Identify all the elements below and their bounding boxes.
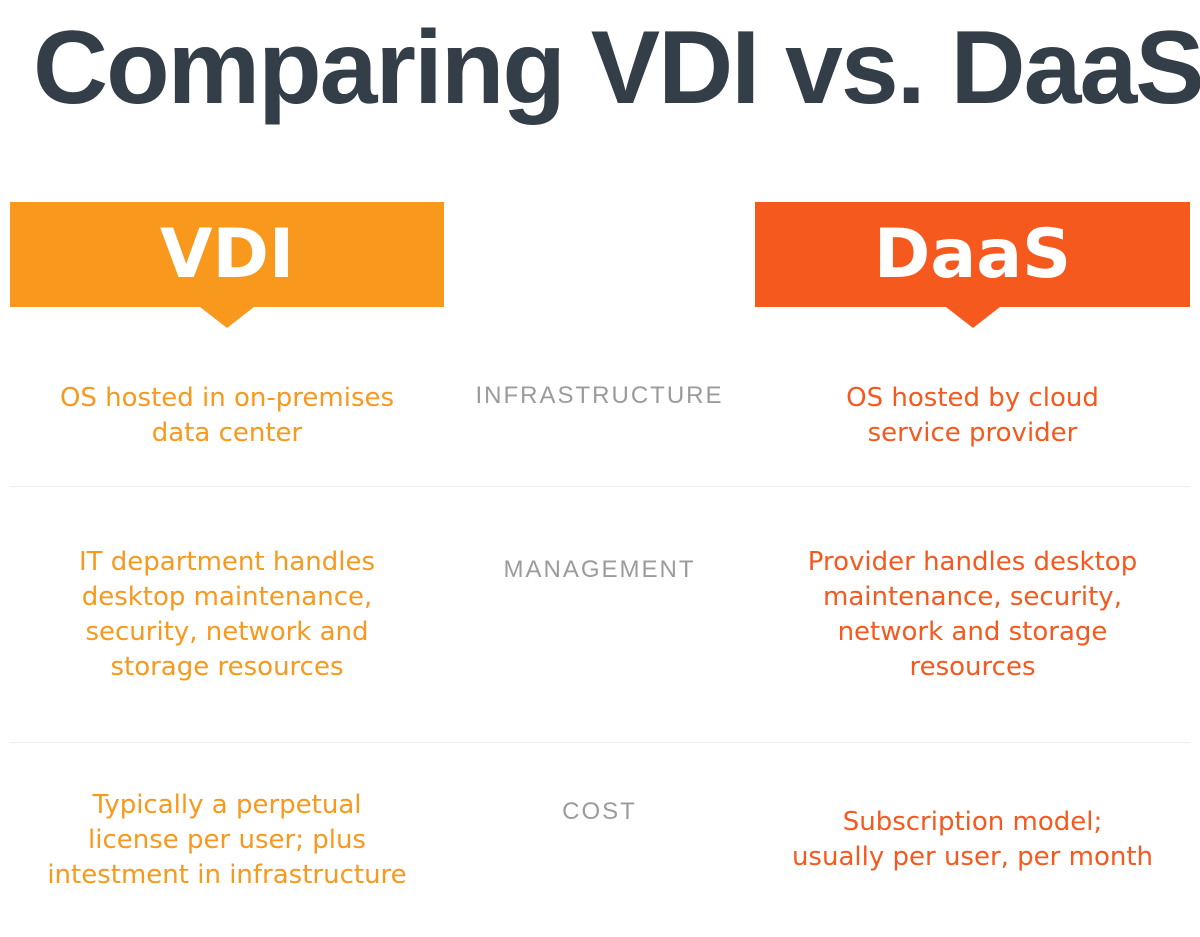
daas-management-text: Provider handles desktop maintenance, se…: [807, 546, 1138, 682]
row-infrastructure: OS hosted in on-premises data center INF…: [10, 345, 1190, 486]
daas-header-banner: DaaS: [755, 202, 1190, 307]
row-label-cost: COST: [562, 798, 637, 825]
daas-header-label: DaaS: [873, 215, 1072, 294]
daas-infrastructure-text: OS hosted by cloud service provider: [846, 382, 1099, 448]
vdi-header-label: VDI: [159, 215, 295, 294]
daas-cost-text: Subscription model; usually per user, pe…: [791, 807, 1154, 872]
row-label-infrastructure: INFRASTRUCTURE: [475, 382, 724, 409]
row-management: IT department handles desktop maintenanc…: [10, 486, 1190, 742]
vdi-infrastructure-text: OS hosted in on-premises data center: [59, 382, 395, 448]
management-label-cell: MANAGEMENT: [444, 487, 755, 742]
comparison-table: OS hosted in on-premises data center INF…: [10, 345, 1190, 937]
vdi-management-text: IT department handles desktop maintenanc…: [78, 546, 376, 682]
vdi-cost-text: Typically a perpetual license per user; …: [47, 789, 407, 890]
row-label-management: MANAGEMENT: [503, 556, 696, 583]
row-cost: Typically a perpetual license per user; …: [10, 742, 1190, 937]
infrastructure-label-cell: INFRASTRUCTURE: [444, 345, 755, 486]
vdi-header-banner: VDI: [10, 202, 444, 307]
page-title: Comparing VDI vs. DaaS: [33, 10, 1200, 126]
cost-label-cell: COST: [444, 743, 755, 937]
